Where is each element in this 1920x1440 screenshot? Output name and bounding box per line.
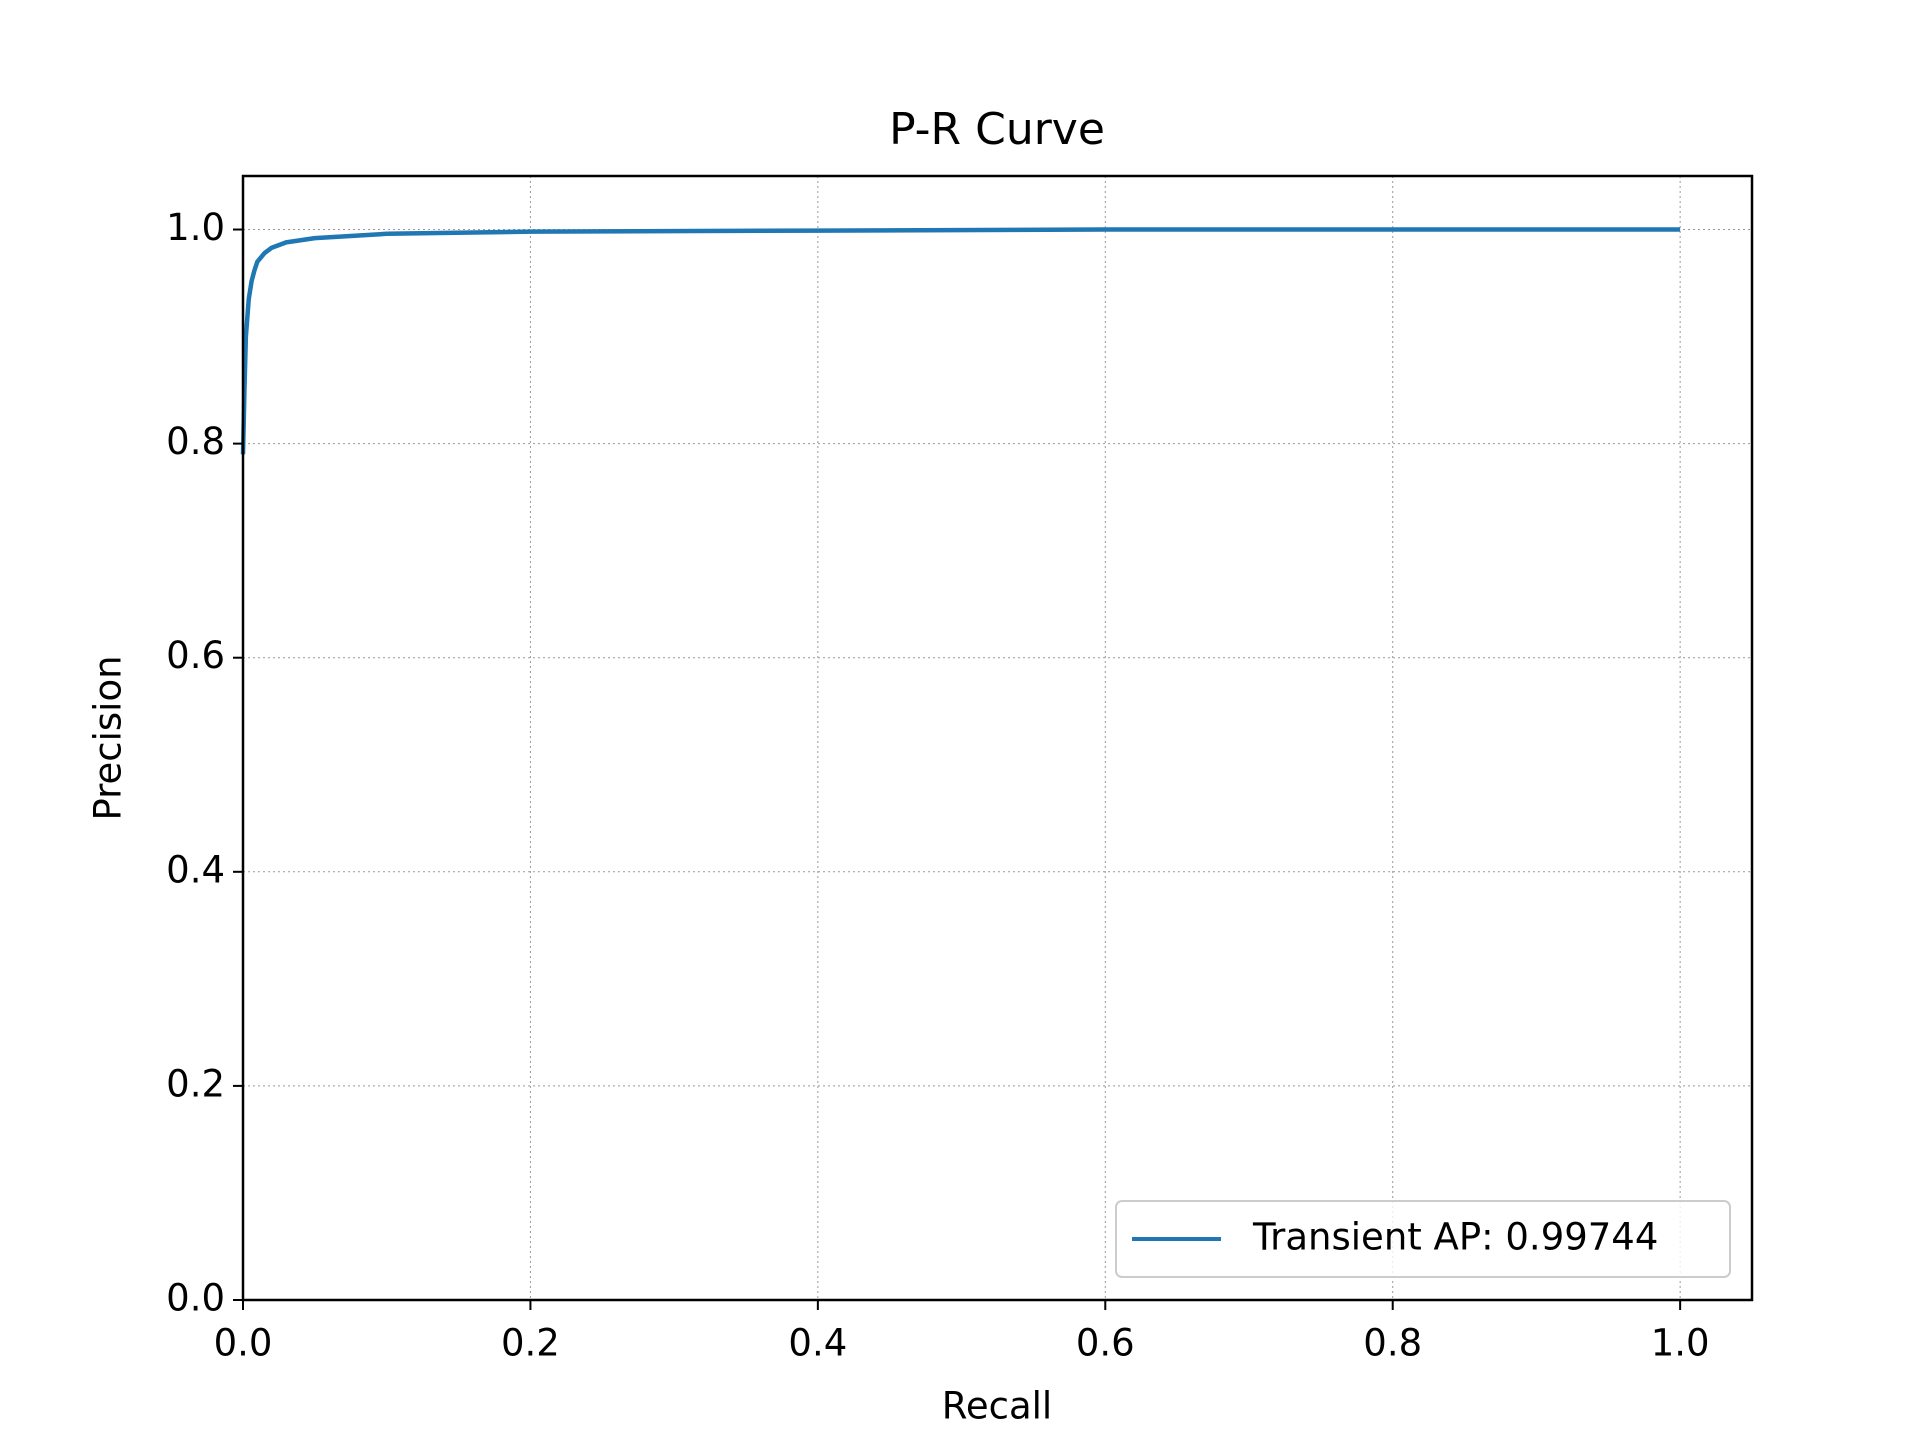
y-tick-label: 1.0 (166, 206, 225, 249)
x-tick-label: 0.4 (788, 1322, 847, 1365)
plot-data (240, 227, 1681, 455)
x-tick-label: 0.0 (214, 1322, 273, 1365)
legend-label: Transient AP: 0.99744 (1252, 1216, 1658, 1259)
y-tick-label: 0.6 (166, 634, 225, 677)
x-tick-label: 0.2 (501, 1322, 560, 1365)
y-tick-label: 0.2 (166, 1062, 225, 1105)
chart-title: P-R Curve (889, 104, 1105, 155)
plot-frame (241, 174, 1754, 1302)
x-tick-label: 0.8 (1363, 1322, 1422, 1365)
series-line (240, 227, 1681, 455)
legend-box (1115, 1200, 1731, 1278)
y-tick-label: 0.8 (166, 420, 225, 463)
x-tick-label: 0.6 (1076, 1322, 1135, 1365)
x-axis-label: Recall (942, 1385, 1052, 1428)
legend: Transient AP: 0.99744 (1115, 1200, 1731, 1278)
y-tick-label: 0.4 (166, 848, 225, 891)
y-axis-label: Precision (87, 655, 130, 820)
y-tick-label: 0.0 (166, 1277, 225, 1320)
x-tick-label: 1.0 (1651, 1322, 1710, 1365)
